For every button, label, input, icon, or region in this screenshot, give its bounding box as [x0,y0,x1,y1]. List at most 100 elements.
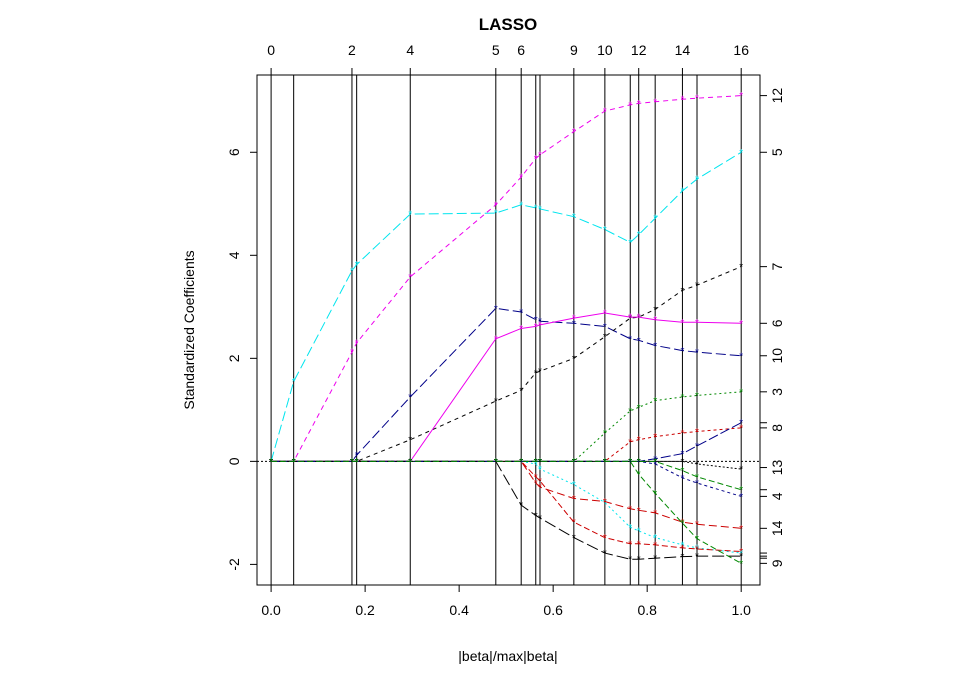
series-point: * [494,457,498,468]
series-point: * [628,406,632,417]
top-tick-label: 16 [733,42,749,58]
series-point: * [695,175,699,186]
series-point: * [572,212,576,223]
series-line-15 [271,460,742,470]
series-point: * [534,315,538,326]
y-tick-label: 0 [226,457,242,465]
series-line-2 [271,95,742,462]
series-point: * [695,318,699,329]
series-point: * [350,457,354,468]
series-point: * [350,457,354,468]
series-point: * [494,334,498,345]
series-point: * [680,95,684,106]
right-tick-label: 4 [769,492,785,500]
series-point: * [350,266,354,277]
series-point: * [637,457,641,468]
series-point: * [519,324,523,335]
series-point: * [680,392,684,403]
series-point: * [269,457,273,468]
series-point: * [292,457,296,468]
series-point: * [269,457,273,468]
series-point: * [680,540,684,551]
series-point: * [355,457,359,468]
y-tick-label: 2 [226,354,242,362]
chart-title: LASSO [479,15,538,34]
series-point: * [695,441,699,452]
series-point: * [653,97,657,108]
series-point: * [628,523,632,534]
right-tick-label: 9 [769,559,785,567]
series-point: * [628,457,632,468]
x-tick-label: 0.6 [543,602,563,618]
series-point: * [408,272,412,283]
series-point: * [519,200,523,211]
series-point: * [494,304,498,315]
right-tick-label: 14 [769,520,785,536]
plot-frame [256,74,761,586]
x-axis: 0.0 0.2 0.4 0.6 0.8 1.0 [261,584,751,618]
series-point: * [653,533,657,544]
series-point: * [538,465,542,476]
y-tick-label: -2 [226,558,242,571]
x-tick-label: 1.0 [731,602,751,618]
series-point: * [637,457,641,468]
series-point: * [538,476,542,487]
series-point: * [628,457,632,468]
series-point: * [572,480,576,491]
series-point: * [695,459,699,470]
series-point: * [572,319,576,330]
series-point: * [628,437,632,448]
series-point: * [572,457,576,468]
series-point: * [603,533,607,544]
series-point: * [739,524,743,535]
series-point: * [519,457,523,468]
series-point: * [628,100,632,111]
series-point: * [637,403,641,414]
series-point: * [739,351,743,362]
series-point: * [680,318,684,329]
series-point: * [350,457,354,468]
series-point: * [355,457,359,468]
series-point: * [350,457,354,468]
x-tick-label: 0.4 [449,602,469,618]
series-point: * [572,127,576,138]
series-point: * [695,543,699,554]
series-point: * [603,107,607,118]
series-point: * [653,457,657,468]
right-tick-label: 5 [769,148,785,156]
series-point: * [292,457,296,468]
series-point: * [628,313,632,324]
right-tick-label: 3 [769,388,785,396]
series-point: * [680,552,684,563]
top-tick-label: 9 [570,42,578,58]
series-point: * [572,533,576,544]
series-point: * [534,368,538,379]
series-point: * [534,459,538,470]
series-line-5 [271,312,742,462]
series-point: * [538,320,542,331]
series-point: * [292,457,296,468]
series-point: * [572,457,576,468]
series-point: * [695,427,699,438]
series-point: * [292,457,296,468]
right-tick-label: 13 [769,460,785,476]
top-tick-label: 2 [348,42,356,58]
series-point: * [534,154,538,165]
series-point: * [653,540,657,551]
series-point: * [538,317,542,328]
top-tick-label: 6 [517,42,525,58]
series-point: * [408,457,412,468]
series-point: * [292,457,296,468]
series-point: * [534,457,538,468]
series-point: * [637,526,641,537]
series-line-16 [271,460,742,491]
y-tick-label: 6 [226,148,242,156]
series-point: * [519,457,523,468]
series-point: * [494,457,498,468]
series-point: * [355,457,359,468]
series-point: * [292,457,296,468]
series-point: * [653,489,657,500]
series-point: * [519,457,523,468]
series-point: * [355,457,359,468]
